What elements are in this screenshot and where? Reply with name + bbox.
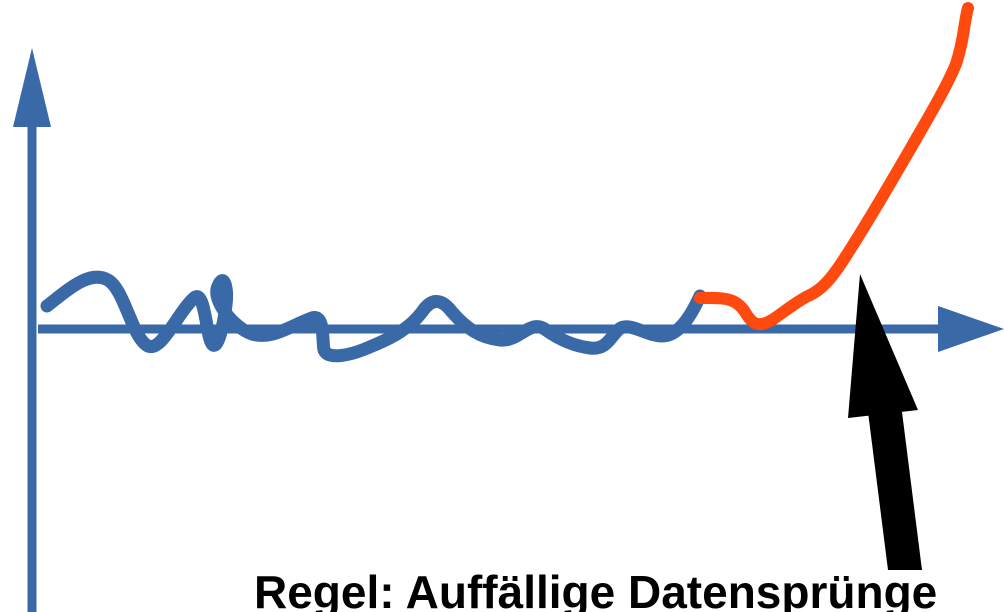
x-axis-arrowhead-icon: [938, 306, 1004, 352]
x-axis: [38, 306, 1004, 352]
pointer-arrow-icon: [848, 274, 922, 570]
y-axis: [13, 48, 51, 612]
caption-text: Regel: Auffällige Datensprünge: [254, 566, 937, 612]
baseline-data-curve: [40, 270, 707, 363]
pointer-arrow-shaft: [868, 412, 922, 570]
y-axis-arrowhead-icon: [13, 48, 51, 127]
spike-data-curve: [694, 2, 974, 331]
pointer-arrow-head: [848, 274, 918, 418]
